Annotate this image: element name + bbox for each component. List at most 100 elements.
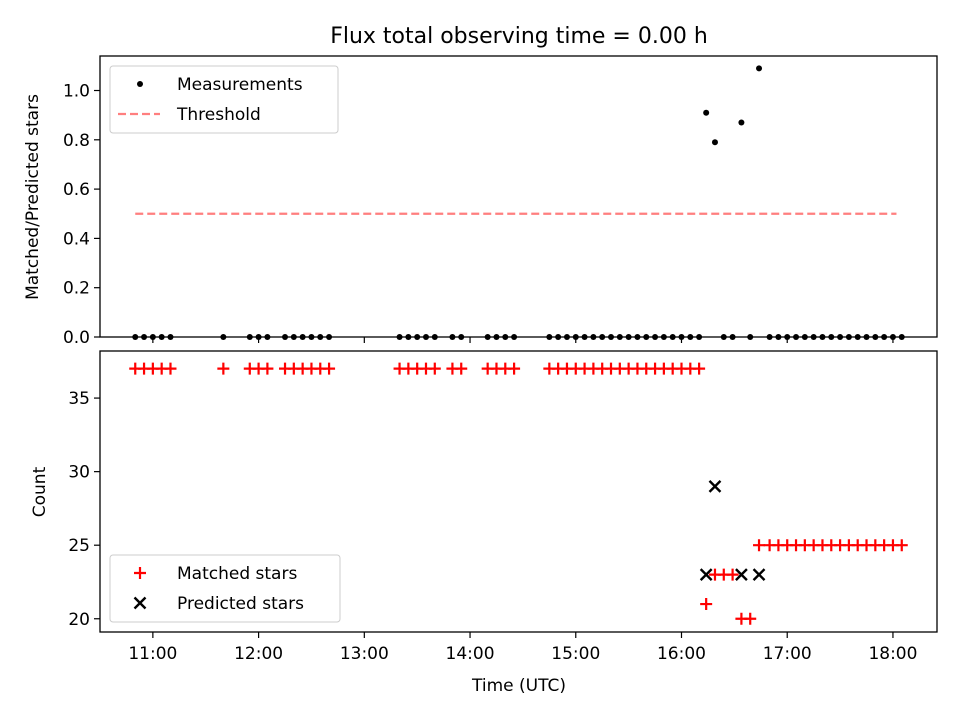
matched-stars-point (323, 362, 336, 375)
measurements-legend-label: Measurements (177, 75, 303, 95)
measurements-point (458, 334, 465, 340)
measurements-point (828, 334, 835, 340)
measurements-point (898, 334, 905, 340)
measurements-point (810, 334, 817, 340)
bottom-xtick-label: 11:00 (128, 644, 177, 664)
measurements-point (590, 334, 597, 340)
measurements-point (317, 334, 324, 340)
measurements-point (246, 334, 253, 340)
measurements-point (484, 334, 491, 340)
measurements-point (493, 334, 500, 340)
measurements-point (634, 334, 641, 340)
measurements-point (326, 334, 333, 340)
top-chart-title: Flux total observing time = 0.00 h (330, 24, 708, 49)
measurements-point (872, 334, 879, 340)
bottom-legend-box (109, 554, 341, 623)
measurements-legend-marker (137, 81, 143, 87)
measurements-point (599, 334, 606, 340)
measurements-point (678, 334, 685, 340)
measurements-point (563, 334, 570, 340)
measurements-point (158, 334, 165, 340)
measurements-point (141, 334, 148, 340)
matched-stars-point (455, 362, 468, 375)
measurements-point (511, 334, 518, 340)
measurements-point (738, 119, 745, 126)
measurements-point (167, 334, 174, 340)
top-axes-frame (99, 55, 938, 338)
measurements-point (405, 334, 412, 340)
bottom-chart-xlabel: Time (UTC) (471, 676, 566, 696)
bottom-axes-frame (99, 350, 938, 633)
measurements-point (625, 334, 632, 340)
measurements-point (643, 334, 650, 340)
measurements-point (572, 334, 579, 340)
matched-stars-legend-marker (134, 567, 146, 579)
bottom-xtick-label: 17:00 (763, 644, 812, 664)
measurements-point (837, 334, 844, 340)
top-legend: Measurements Threshold (109, 65, 339, 134)
bottom-ytick-label: 35 (68, 389, 90, 409)
bottom-chart-ylabel: Count (30, 466, 50, 517)
matched-stars-point (693, 362, 706, 375)
measurements-point (149, 334, 156, 340)
threshold-legend-label: Threshold (176, 105, 261, 125)
bottom-legend: Matched stars Predicted stars (109, 554, 341, 623)
bottom-xtick-label: 12:00 (234, 644, 283, 664)
matched-stars-point (753, 539, 766, 552)
top-ytick-label: 0.6 (63, 180, 90, 200)
matched-stars-point (428, 362, 441, 375)
top-ytick-label: 1.0 (63, 82, 90, 102)
measurements-point (711, 139, 718, 146)
bottom-xtick-label: 15:00 (551, 644, 600, 664)
measurements-point (720, 334, 727, 340)
bottom-ytick-label: 30 (68, 463, 90, 483)
measurements-point (669, 334, 676, 340)
predicted-stars-legend-marker (133, 596, 147, 610)
top-ytick-label: 0.8 (63, 131, 90, 151)
bottom-xtick-label: 16:00 (657, 644, 706, 664)
measurements-point (396, 334, 403, 340)
matched-stars-point (700, 598, 713, 611)
top-ytick-label: 0.4 (63, 229, 90, 249)
measurements-point (652, 334, 659, 340)
measurements-point (775, 334, 782, 340)
measurements-point (414, 334, 421, 340)
measurements-point (422, 334, 429, 340)
top-ytick-label: 0.0 (63, 328, 90, 348)
measurements-point (502, 334, 509, 340)
measurements-point (863, 334, 870, 340)
bottom-ytick-label: 25 (68, 536, 90, 556)
predicted-stars-point (752, 568, 766, 581)
predicted-stars-point (699, 568, 713, 581)
measurements-point (845, 334, 852, 340)
measurements-point (854, 334, 861, 340)
measurements-point (282, 334, 289, 340)
matched-stars-point (217, 362, 230, 375)
measurements-point (747, 334, 754, 340)
measurements-point (264, 334, 271, 340)
predicted-stars-point (708, 480, 722, 493)
measurements-point (308, 334, 315, 340)
measurements-point (687, 334, 694, 340)
measurements-point (766, 334, 773, 340)
matched-stars-point (508, 362, 521, 375)
measurements-point (616, 334, 623, 340)
measurements-point (889, 334, 896, 340)
top-legend-box (109, 65, 339, 134)
measurements-point (449, 334, 456, 340)
measurements-point (581, 334, 588, 340)
predicted-stars-point (735, 568, 748, 581)
measurements-point (819, 334, 826, 340)
measurements-point (881, 334, 888, 340)
top-plot-area: 0.0 0.2 0.4 0.6 0.8 1.0 Measurements Threshold (63, 55, 938, 348)
measurements-point (132, 334, 139, 340)
measurements-point (220, 334, 227, 340)
bottom-plot-area: 20 25 30 35 11:00 12:00 13:00 14:00 15:00 16:00 17… (68, 350, 938, 664)
matched-stars-point (895, 539, 908, 552)
measurements-point (703, 109, 710, 116)
measurements-point (290, 334, 297, 340)
top-chart-ylabel: Matched/Predicted stars (23, 94, 43, 300)
measurements-point (431, 334, 438, 340)
measurements-point (608, 334, 615, 340)
